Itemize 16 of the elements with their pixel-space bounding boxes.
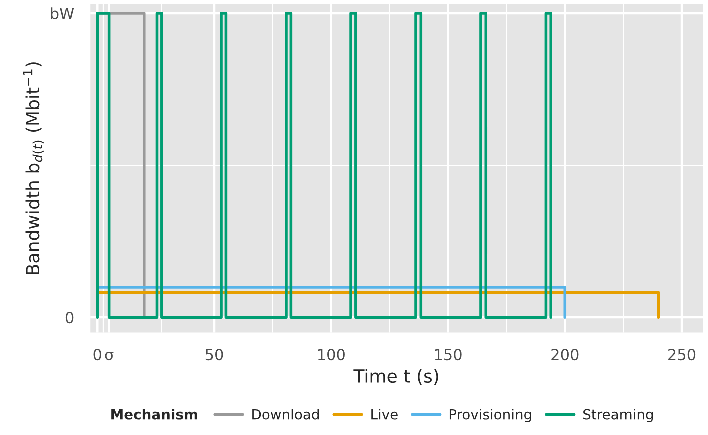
legend-title: Mechanism — [112, 409, 198, 420]
x-axis-title: Time t (s) — [354, 369, 438, 386]
y-axis-title: Bandwidth b$_{d(t)}$ (Mbit$^{−1}$) — [23, 62, 44, 274]
text: 0 — [66, 312, 74, 324]
legend-label: Provisioning — [450, 409, 532, 422]
legend-label: Streaming — [584, 409, 654, 422]
x-tick-label: 100 — [318, 349, 345, 361]
text: bW — [51, 8, 74, 20]
x-tick-label: 200 — [552, 349, 579, 361]
legend-label: Download — [252, 409, 319, 420]
legend-label: Live — [372, 409, 398, 420]
x-tick-label: σ — [105, 352, 114, 361]
x-tick-label: 50 — [206, 349, 224, 361]
x-tick-label: 150 — [435, 349, 462, 361]
x-tick-label: 250 — [668, 349, 696, 361]
x-tick-label: 0 — [94, 349, 102, 361]
